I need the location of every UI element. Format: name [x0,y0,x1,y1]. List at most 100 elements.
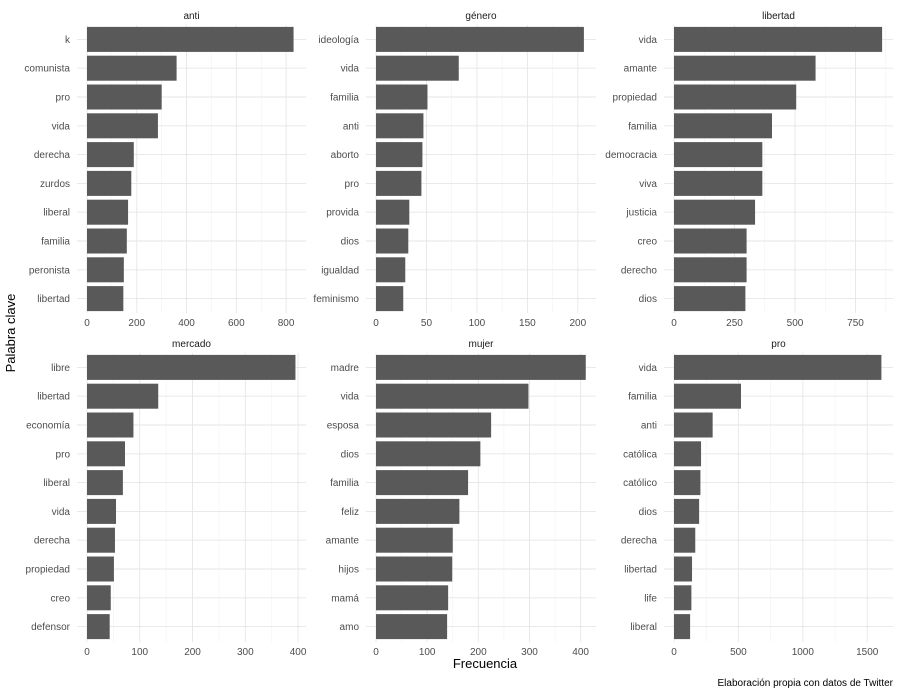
bar [376,286,404,312]
category-label: liberal [630,622,657,633]
bar [674,170,763,196]
category-label: comunista [24,64,70,75]
facet-title: mercado [172,339,211,350]
facet-title: anti [183,11,199,22]
category-label: anti [343,121,359,132]
category-label: creo [638,237,658,248]
category-label: mamá [331,593,359,604]
category-label: viva [639,179,657,190]
x-tick-label: 500 [787,318,804,329]
category-label: economía [26,421,70,432]
x-tick-label: 500 [730,647,747,658]
category-label: libertad [37,294,70,305]
caption: Elaboración propia con datos de Twitter [718,678,894,689]
x-tick-label: 200 [128,318,145,329]
category-label: amante [624,64,658,75]
bar [376,498,460,524]
category-label: feminismo [313,294,359,305]
bar [674,498,700,524]
bar [376,441,481,467]
category-label: madre [331,363,360,374]
category-label: propiedad [26,565,70,576]
bar [674,383,741,409]
category-label: dios [639,294,657,305]
facet-panel: libertad 0 250 500 750 vida amante propiedad fam… [605,11,893,329]
x-tick-label: 0 [84,647,90,658]
bar [674,585,692,611]
category-label: vida [639,35,658,46]
bar [674,556,693,582]
bar [376,585,449,611]
facet-title: mujer [468,339,494,350]
facet-panel: pro 0 500 1000 1500 vida familia anti católica ca… [621,339,893,658]
bar [87,585,111,611]
bar [674,441,702,467]
bar [376,556,453,582]
bar [674,228,747,254]
x-tick-label: 200 [569,318,586,329]
x-tick-label: 250 [726,318,743,329]
category-label: libre [51,363,70,374]
category-label: vida [639,363,658,374]
x-tick-label: 400 [178,318,195,329]
category-label: dios [341,449,359,460]
bar [87,170,132,196]
bar [87,257,124,283]
facet-panel: género 0 50 100 150 200 ideología vida familia an… [313,11,596,329]
bar [674,55,816,81]
category-label: provida [326,208,359,219]
bar [376,614,448,640]
category-label: libertad [624,565,657,576]
category-label: familia [330,478,359,489]
facet-title: pro [771,339,786,350]
category-label: amante [326,536,360,547]
bar [87,55,177,81]
bar [376,84,428,110]
category-label: aborto [331,150,360,161]
category-label: pro [56,449,71,460]
category-label: pro [56,93,71,104]
bar [376,113,424,139]
x-tick-label: 400 [290,647,307,658]
x-tick-label: 400 [572,647,589,658]
x-tick-label: 300 [237,647,254,658]
bar [87,498,117,524]
category-label: amo [340,622,360,633]
x-tick-label: 800 [278,318,295,329]
category-label: peronista [29,265,71,276]
category-label: defensor [31,622,71,633]
x-axis-label: Frecuencia [453,656,518,671]
facet-panel: mujer 0 100 200 300 400 madre vida esposa dios fam… [326,339,596,658]
category-label: creo [51,593,71,604]
category-label: feliz [341,507,359,518]
facet-panel: anti 0 200 400 600 800 k comunista pro vida derech… [24,11,306,329]
x-tick-label: 0 [671,647,677,658]
category-label: derecho [621,265,658,276]
bar [376,354,586,380]
bar [87,142,134,168]
bar [674,614,691,640]
bar [376,228,409,254]
category-label: dios [639,507,657,518]
bar [87,556,114,582]
category-label: vida [341,64,360,75]
bar [87,383,159,409]
category-label: k [65,35,71,46]
bar [376,26,584,52]
category-label: esposa [327,421,360,432]
x-tick-label: 1000 [792,647,815,658]
bar [87,199,129,225]
x-tick-label: 0 [84,318,90,329]
x-tick-label: 100 [419,647,436,658]
x-tick-label: 750 [847,318,864,329]
bar [674,354,882,380]
category-label: dios [341,237,359,248]
category-label: liberal [43,208,70,219]
bar [376,470,469,496]
bar [674,84,797,110]
bar [87,228,127,254]
bar [376,142,423,168]
category-label: zurdos [40,179,70,190]
